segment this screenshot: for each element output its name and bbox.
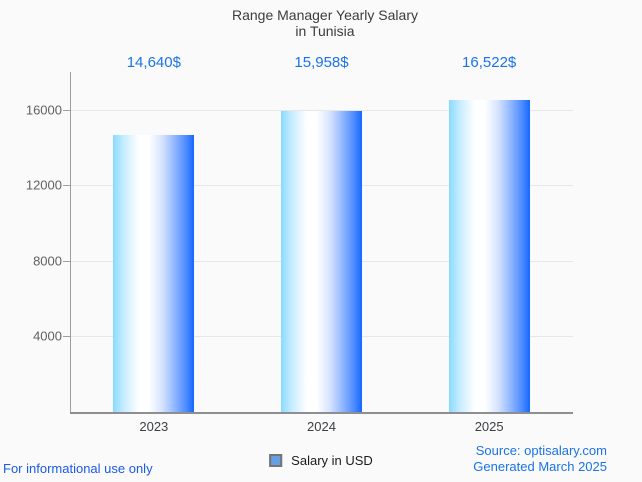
- x-axis-line: [70, 412, 573, 414]
- y-tick-label-12000: 12000: [25, 177, 62, 193]
- source-text: Source: optisalary.com: [475, 443, 607, 458]
- x-axis-label-2025: 2025: [474, 419, 504, 434]
- bar-2023: [113, 135, 195, 412]
- x-axis-label-2023: 2023: [139, 419, 169, 434]
- y-tick-mark-8000: [63, 260, 70, 262]
- y-tick-label-16000: 16000: [25, 102, 62, 118]
- generated-text: Generated March 2025: [473, 459, 607, 474]
- disclaimer-text: For informational use only: [3, 461, 153, 476]
- y-tick-mark-12000: [63, 185, 70, 187]
- y-tick-label-8000: 8000: [33, 253, 62, 269]
- source-block: Source: optisalary.com Generated March 2…: [473, 443, 607, 475]
- gridline-16000: [71, 109, 573, 111]
- x-axis-label-2024: 2024: [307, 419, 336, 434]
- y-axis-line: [70, 72, 71, 412]
- bar-2025: [448, 99, 530, 412]
- value-label-2025: 16,522$: [462, 54, 517, 71]
- y-tick-mark-4000: [63, 336, 70, 338]
- bar-2024: [281, 110, 362, 412]
- value-label-2024: 15,958$: [294, 54, 349, 71]
- value-label-2023: 14,640$: [126, 54, 181, 71]
- legend: Salary in USD: [269, 453, 373, 468]
- chart-title: Range Manager Yearly Salary in Tunisia: [0, 7, 642, 39]
- y-tick-mark-16000: [63, 109, 70, 111]
- plot-area: 4000 8000 12000 16000: [26, 72, 573, 414]
- chart-title-line1: Range Manager Yearly Salary: [231, 7, 418, 23]
- y-tick-label-4000: 4000: [33, 328, 62, 344]
- legend-swatch-icon: [269, 454, 283, 467]
- legend-label: Salary in USD: [291, 453, 373, 468]
- chart-title-line2: in Tunisia: [295, 23, 355, 39]
